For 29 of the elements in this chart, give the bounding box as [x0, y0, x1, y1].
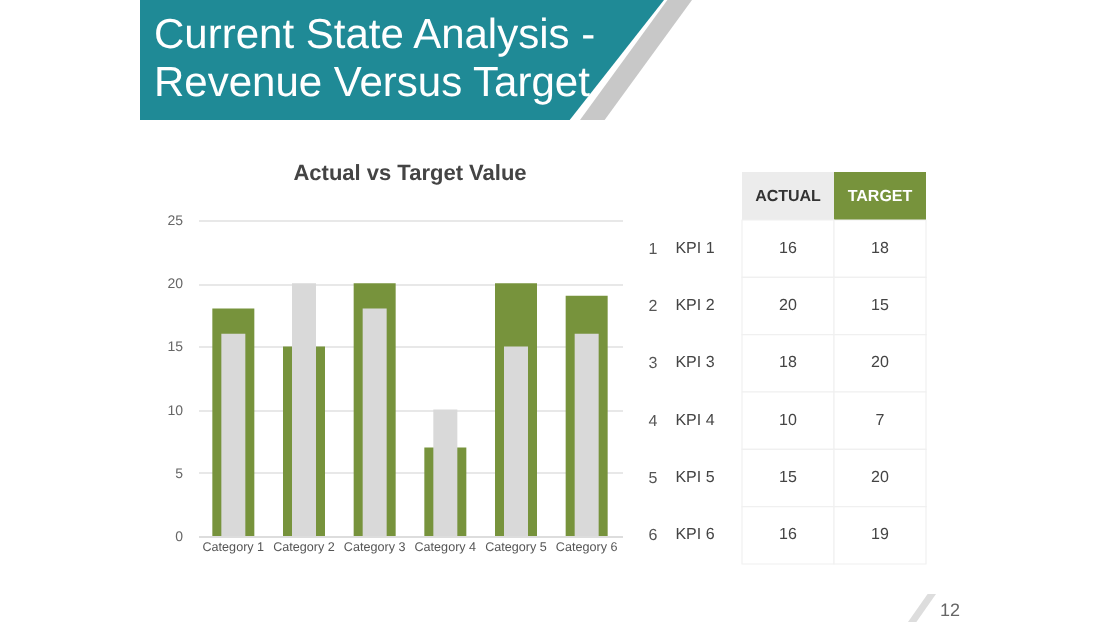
text: Current State Analysis - Revenue Versus Target: [154, 12, 598, 108]
data-label: 18: [779, 353, 798, 372]
data-label: 18: [871, 238, 890, 257]
y2-tick-label: 3: [648, 354, 659, 373]
y-tick-label: KPI 5: [675, 468, 716, 486]
data-label: 7: [875, 410, 886, 429]
y2-tick-label: 1: [648, 239, 659, 258]
y-tick-label: KPI 3: [675, 353, 716, 372]
y2-tick-label: 4: [648, 411, 659, 430]
data-label: 16: [779, 525, 798, 544]
y-tick-label: KPI 4: [675, 410, 716, 429]
x-tick-label: TARGET: [847, 187, 913, 205]
data-label: 15: [871, 296, 890, 314]
y-tick-label: KPI 1: [675, 238, 716, 257]
text: 12: [940, 600, 961, 620]
x-tick-label: ACTUAL: [755, 187, 822, 205]
y-tick-label: KPI 6: [675, 525, 716, 544]
data-label: 16: [779, 238, 798, 257]
y-tick-label: KPI 2: [675, 296, 716, 314]
chart-title: Actual vs Target Value: [293, 162, 527, 186]
y2-tick-label: 5: [648, 469, 659, 487]
data-label: 20: [779, 296, 798, 314]
data-label: 10: [779, 410, 798, 429]
y2-tick-label: 2: [648, 297, 659, 315]
data-label: 20: [871, 468, 890, 486]
data-label: 19: [871, 525, 890, 544]
y2-tick-label: 6: [648, 526, 659, 545]
data-label: 20: [871, 353, 890, 372]
data-label: 15: [779, 468, 798, 486]
